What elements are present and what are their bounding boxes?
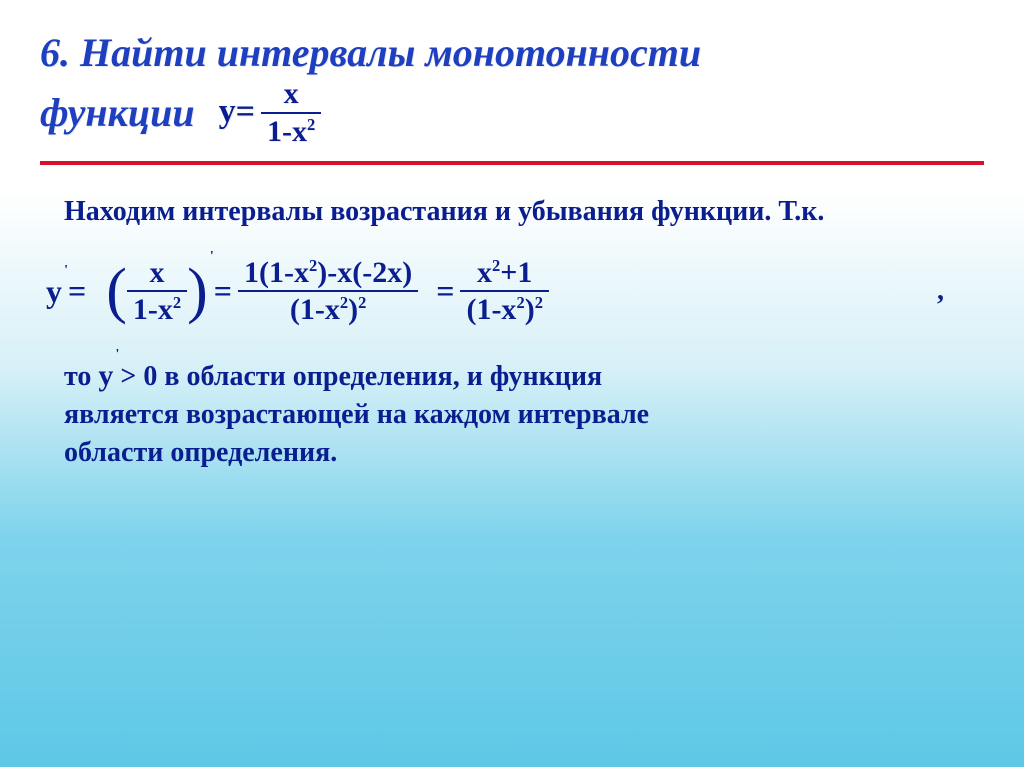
equals-1: = — [68, 273, 86, 310]
frac-den: 1-x2 — [261, 116, 321, 148]
y-prime-left: y' — [46, 273, 62, 310]
y-equals: y= — [219, 91, 255, 134]
title-prefix: функции — [40, 88, 195, 138]
title-fraction: x 1-x2 — [261, 78, 321, 147]
title-line1: 6. Найти интервалы монотонности — [40, 28, 984, 78]
equals-3: = — [436, 273, 454, 310]
step2-frac: 1(1-x2)-x(-2x) (1-x2)2 — [238, 257, 418, 326]
title-function: y= x 1-x2 — [219, 78, 322, 147]
derivative-equation: y' = ( x 1-x2 ) ' = 1(1-x2)-x(-2x) (1-x2… — [40, 257, 984, 326]
step3-frac: x2+1 (1-x2)2 — [460, 257, 548, 326]
divider-rule — [40, 161, 984, 165]
step1-frac: x 1-x2 — [127, 257, 187, 326]
equation-trailing-comma: , — [937, 275, 984, 307]
frac-bar — [261, 112, 321, 114]
y-prime-conclusion: y' — [98, 356, 113, 397]
frac-num: x — [278, 78, 305, 110]
step1-paren: ( x 1-x2 ) ' — [106, 257, 208, 326]
conclusion-text: то y' > 0 в области определения, и функц… — [40, 356, 984, 472]
equals-2: = — [214, 273, 232, 310]
subtitle-text: Находим интервалы возрастания и убывания… — [40, 193, 984, 231]
title-line2: функции y= x 1-x2 — [40, 78, 984, 147]
